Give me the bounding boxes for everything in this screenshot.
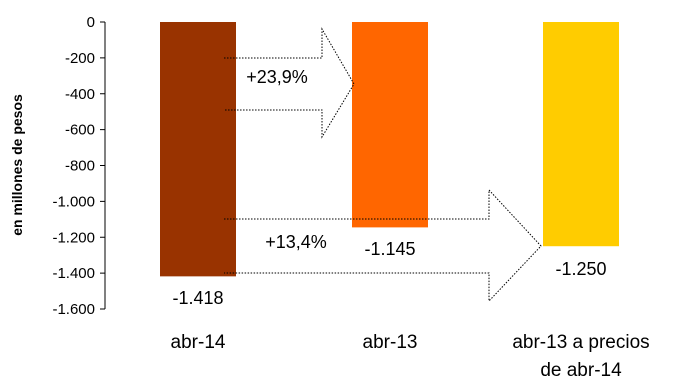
y-tick-label: -600 [65, 122, 95, 139]
category-label: abr-13 a precios [512, 332, 649, 353]
y-tick-label: -400 [65, 86, 95, 103]
category-label: de abr-14 [540, 360, 622, 381]
arrow-layer [224, 27, 542, 303]
axis-layer: 0 -200 -400 -600 -800 -1.000 -1.200 -1.400 -1.60… [52, 14, 106, 318]
bar [352, 22, 428, 228]
category-label: abr-13 [363, 332, 418, 353]
bar [160, 22, 236, 277]
bar [543, 22, 619, 247]
y-tick-label: 0 [87, 14, 95, 31]
y-tick-label: -800 [65, 158, 95, 175]
growth-arrow-label: +13,4% [265, 232, 327, 252]
bar-layer [160, 22, 619, 277]
y-axis-title: en millones de pesos [9, 94, 25, 236]
y-tick-label: -200 [65, 50, 95, 67]
label-layer: +23,9% +13,4% -1.418 -1.145 -1.250 abr-14 abr-… [171, 67, 650, 381]
y-tick-label: -1.600 [52, 301, 95, 318]
growth-arrow-label: +23,9% [246, 67, 308, 87]
growth-arrow [224, 188, 542, 303]
y-tick-label: -1.200 [52, 229, 95, 246]
growth-arrow [224, 27, 355, 139]
y-tick-label: -1.400 [52, 265, 95, 282]
bar-value-label: -1.145 [364, 239, 415, 259]
category-label: abr-14 [171, 332, 226, 353]
bar-value-label: -1.418 [172, 288, 223, 308]
bar-value-label: -1.250 [555, 259, 606, 279]
y-tick-label: -1.000 [52, 193, 95, 210]
